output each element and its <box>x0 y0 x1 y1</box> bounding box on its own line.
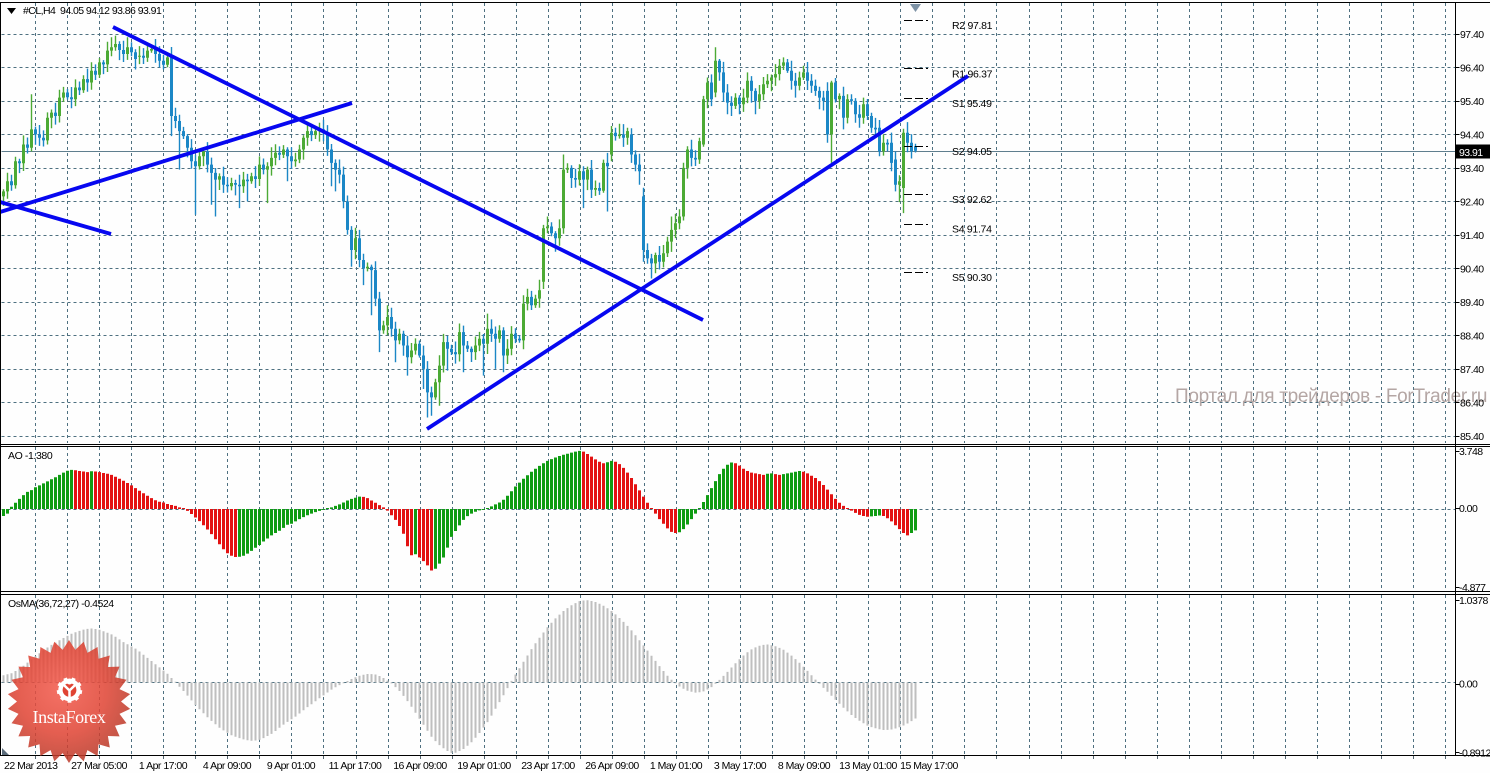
svg-text:11 Apr 17:00: 11 Apr 17:00 <box>329 760 382 772</box>
svg-text:S3 92.62: S3 92.62 <box>952 194 992 206</box>
svg-text:OsMA(36,72,27) -0.4524: OsMA(36,72,27) -0.4524 <box>8 598 114 610</box>
svg-text:95.40: 95.40 <box>1460 96 1484 108</box>
svg-text:90.40: 90.40 <box>1460 263 1484 275</box>
svg-text:S1 95.49: S1 95.49 <box>952 98 992 110</box>
svg-text:1.0378: 1.0378 <box>1459 595 1489 607</box>
svg-text:93.40: 93.40 <box>1460 163 1484 175</box>
svg-text:92.40: 92.40 <box>1460 196 1484 208</box>
svg-text:S2 94.05: S2 94.05 <box>952 146 992 158</box>
svg-text:1 Apr 17:00: 1 Apr 17:00 <box>139 760 188 772</box>
svg-text:97.40: 97.40 <box>1460 29 1484 41</box>
svg-text:13 May 01:00: 13 May 01:00 <box>839 760 897 772</box>
svg-text:0.00: 0.00 <box>1459 679 1478 691</box>
svg-text:89.40: 89.40 <box>1460 297 1484 309</box>
svg-text:93.91: 93.91 <box>1459 147 1483 159</box>
svg-text:0.00: 0.00 <box>1459 503 1478 515</box>
svg-text:8 May 09:00: 8 May 09:00 <box>778 760 831 772</box>
svg-text:86.40: 86.40 <box>1460 397 1484 409</box>
svg-text:S4 91.74: S4 91.74 <box>952 224 992 236</box>
svg-text:-4.877: -4.877 <box>1459 582 1486 594</box>
svg-text:94.40: 94.40 <box>1460 129 1484 141</box>
svg-text:19 Apr 01:00: 19 Apr 01:00 <box>457 760 511 772</box>
svg-text:1 May 01:00: 1 May 01:00 <box>650 760 703 772</box>
svg-text:87.40: 87.40 <box>1460 364 1484 376</box>
svg-text:InstaForex: InstaForex <box>33 707 106 727</box>
svg-text:#CL,H4 94.05 94.12 93.86 93.9: #CL,H4 94.05 94.12 93.86 93.91 <box>23 5 162 17</box>
svg-text:3 May 17:00: 3 May 17:00 <box>714 760 767 772</box>
svg-text:S5 90.30: S5 90.30 <box>952 272 992 284</box>
svg-text:26 Apr 09:00: 26 Apr 09:00 <box>585 760 639 772</box>
svg-text:85.40: 85.40 <box>1460 431 1484 443</box>
svg-text:3.748: 3.748 <box>1459 446 1483 458</box>
svg-text:96.40: 96.40 <box>1460 62 1484 74</box>
svg-text:22 Mar 2013: 22 Mar 2013 <box>4 760 58 772</box>
svg-text:AO -1.380: AO -1.380 <box>8 450 53 462</box>
svg-text:-0.8912: -0.8912 <box>1459 748 1490 760</box>
svg-text:15 May 17:00: 15 May 17:00 <box>900 760 958 772</box>
svg-text:16 Apr 09:00: 16 Apr 09:00 <box>393 760 447 772</box>
svg-text:R2 97.81: R2 97.81 <box>952 20 993 32</box>
svg-text:4 Apr 09:00: 4 Apr 09:00 <box>203 760 252 772</box>
svg-text:R1 96.37: R1 96.37 <box>952 68 993 80</box>
svg-text:23 Apr 17:00: 23 Apr 17:00 <box>521 760 575 772</box>
svg-text:91.40: 91.40 <box>1460 230 1484 242</box>
svg-text:27 Mar 05:00: 27 Mar 05:00 <box>71 760 128 772</box>
svg-text:Портал для трейдеров - ForTrad: Портал для трейдеров - ForTrader.ru <box>1175 386 1487 407</box>
svg-text:88.40: 88.40 <box>1460 330 1484 342</box>
svg-text:9 Apr 01:00: 9 Apr 01:00 <box>267 760 316 772</box>
